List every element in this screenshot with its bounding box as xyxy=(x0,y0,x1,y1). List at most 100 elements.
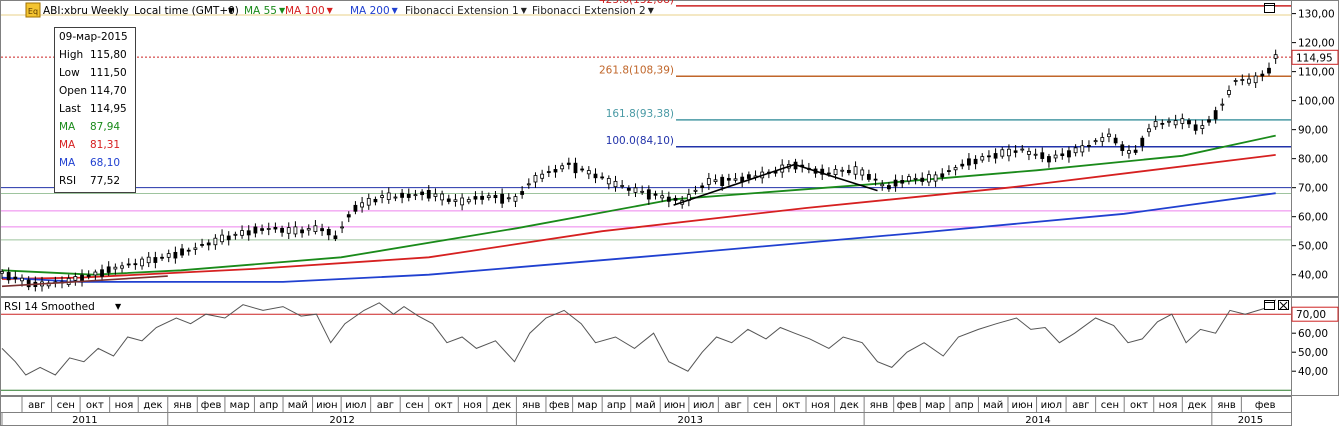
dropdown-arrow-icon[interactable]: ▼ xyxy=(228,6,235,15)
candle-body xyxy=(440,193,445,201)
month-label: мар xyxy=(230,400,250,411)
study-dropdown-icon[interactable]: ▼ xyxy=(327,6,334,15)
maximize-price-icon[interactable] xyxy=(1264,3,1275,13)
candle-body xyxy=(1113,137,1118,144)
study-label-1[interactable]: MA 100 xyxy=(285,5,325,17)
candle-body xyxy=(573,162,578,174)
month-label: дек xyxy=(1188,400,1207,411)
study-dropdown-icon[interactable]: ▼ xyxy=(648,6,655,15)
study-label-3[interactable]: Fibonacci Extension 1 xyxy=(405,5,519,17)
rsi-tick-label: 60,00 xyxy=(1298,328,1328,340)
candle-body xyxy=(413,194,418,197)
candle-body xyxy=(400,192,405,198)
candle-body xyxy=(526,183,531,186)
candle-body xyxy=(726,178,731,181)
candle-body xyxy=(1233,80,1238,82)
timezone-label[interactable]: Local time (GMT+0) xyxy=(134,5,239,17)
candle-body xyxy=(346,214,351,218)
candle-body xyxy=(520,191,525,195)
month-label: ноя xyxy=(115,400,134,411)
candle-body xyxy=(313,225,318,232)
month-label: фев xyxy=(201,400,222,411)
last-price-tag: 114,95 xyxy=(1291,49,1339,65)
interval-label[interactable]: Weekly xyxy=(91,5,129,17)
candle-body xyxy=(393,196,398,199)
candle-body xyxy=(846,169,851,174)
study-dropdown-icon[interactable]: ▼ xyxy=(521,6,528,15)
month-label: ноя xyxy=(811,400,830,411)
rsi-tick-label: 50,00 xyxy=(1298,347,1328,359)
month-label: июн xyxy=(1012,400,1033,411)
candle-body xyxy=(493,194,498,199)
candle-body xyxy=(333,235,338,240)
candle-body xyxy=(373,198,378,203)
candle-body xyxy=(820,168,825,175)
month-label: дек xyxy=(840,400,859,411)
candle-body xyxy=(500,193,505,204)
info-row-label: MA xyxy=(59,121,76,133)
candle-body xyxy=(1013,150,1018,153)
trend-line-1 xyxy=(1,275,168,288)
info-row-value: 68,10 xyxy=(90,157,120,169)
rsi-axis-ticks: 60,00 50,00 40,00 xyxy=(1292,328,1328,378)
candle-body xyxy=(693,189,698,192)
candle-body xyxy=(20,277,24,282)
candle-body xyxy=(940,173,945,178)
candle-body xyxy=(233,233,238,236)
month-label: окт xyxy=(435,400,453,411)
month-label: фев xyxy=(549,400,570,411)
price-tick-label: 60,00 xyxy=(1298,212,1328,224)
price-tick-label: 110,00 xyxy=(1298,67,1335,79)
year-label: 2013 xyxy=(678,415,703,426)
study-label-2[interactable]: MA 200 xyxy=(350,5,390,17)
candle-body xyxy=(1067,150,1071,158)
candle-body xyxy=(1213,110,1218,120)
study-label-4[interactable]: Fibonacci Extension 2 xyxy=(532,5,646,17)
candle-body xyxy=(606,178,611,185)
candle-body xyxy=(1027,150,1031,155)
price-tick-label: 90,00 xyxy=(1298,125,1328,137)
candle-body xyxy=(1247,78,1251,84)
year-label: 2014 xyxy=(1025,415,1050,426)
candle-body xyxy=(1273,54,1278,59)
month-label: июн xyxy=(316,400,337,411)
candle-body xyxy=(967,158,971,166)
candle-body xyxy=(673,197,678,201)
candle-body xyxy=(640,190,645,193)
ma-line-0 xyxy=(1,134,1276,276)
candle-body xyxy=(1207,119,1211,123)
candle-body xyxy=(666,196,671,202)
study-dropdown-icon[interactable]: ▼ xyxy=(279,6,286,15)
month-label: янв xyxy=(1217,400,1236,411)
month-label: сен xyxy=(57,400,75,411)
candle-body xyxy=(366,197,371,206)
candle-body xyxy=(1127,150,1131,154)
fibonacci-levels: 423.6(132,68) 261.8(108,39) 161.8(93,38) 10… xyxy=(599,0,1291,148)
rsi-dropdown-icon[interactable]: ▼ xyxy=(115,302,122,311)
moving-averages xyxy=(1,134,1276,283)
info-row-value: 114,95 xyxy=(90,103,127,115)
month-label: сен xyxy=(405,400,423,411)
info-row-value: 111,50 xyxy=(90,67,127,79)
candle-body xyxy=(353,204,358,212)
month-label: май xyxy=(983,400,1003,411)
study-dropdown-icon[interactable]: ▼ xyxy=(392,6,399,15)
candle-body xyxy=(907,176,911,182)
candle-body xyxy=(146,256,151,264)
symbol-label[interactable]: ABI:xbru xyxy=(43,5,88,17)
candle-body xyxy=(853,166,858,175)
info-row-label: High xyxy=(59,49,83,61)
candle-body xyxy=(160,256,164,259)
month-label: июн xyxy=(664,400,685,411)
fib-label-1: 261.8(108,39) xyxy=(599,64,674,76)
eq-icon[interactable] xyxy=(25,2,41,18)
rsi-title[interactable]: RSI 14 Smoothed xyxy=(4,301,95,313)
candle-body xyxy=(446,198,451,202)
study-label-0[interactable]: MA 55 xyxy=(244,5,277,17)
month-label: апр xyxy=(955,400,974,411)
ma-line-1 xyxy=(1,154,1276,280)
candle-body xyxy=(173,251,178,259)
maximize-rsi-icon[interactable] xyxy=(1264,300,1275,310)
month-label: ноя xyxy=(463,400,482,411)
